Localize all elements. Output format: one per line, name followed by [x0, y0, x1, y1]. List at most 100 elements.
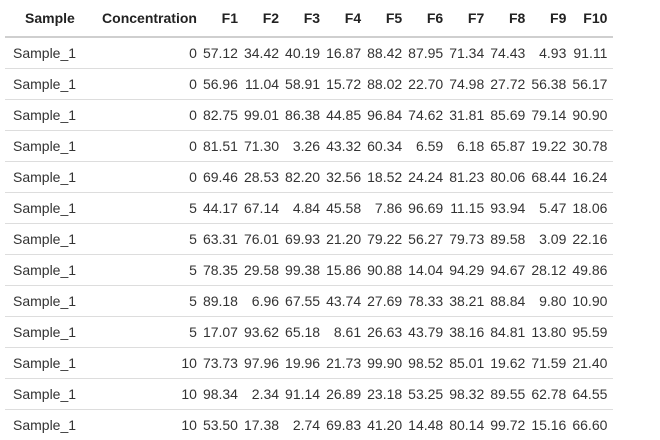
cell-f6: 98.52	[408, 348, 449, 379]
cell-concentration: 5	[102, 224, 203, 255]
cell-sample: Sample_1	[5, 317, 102, 348]
cell-f3: 67.55	[285, 286, 326, 317]
cell-f4: 15.72	[326, 69, 367, 100]
cell-f10: 91.11	[572, 37, 613, 69]
cell-f4: 43.74	[326, 286, 367, 317]
cell-f7: 98.32	[449, 379, 490, 410]
cell-concentration: 0	[102, 37, 203, 69]
cell-f5: 23.18	[367, 379, 408, 410]
cell-concentration: 5	[102, 255, 203, 286]
cell-f10: 16.24	[572, 162, 613, 193]
cell-f8: 89.58	[490, 224, 531, 255]
cell-f3: 65.18	[285, 317, 326, 348]
cell-f6: 78.33	[408, 286, 449, 317]
cell-sample: Sample_1	[5, 255, 102, 286]
cell-f10: 22.16	[572, 224, 613, 255]
cell-f10: 49.86	[572, 255, 613, 286]
cell-f6: 24.24	[408, 162, 449, 193]
cell-f6: 74.62	[408, 100, 449, 131]
cell-f5: 7.86	[367, 193, 408, 224]
cell-f6: 14.48	[408, 410, 449, 440]
cell-f4: 32.56	[326, 162, 367, 193]
cell-f5: 96.84	[367, 100, 408, 131]
cell-f1: 82.75	[203, 100, 244, 131]
cell-f1: 63.31	[203, 224, 244, 255]
cell-sample: Sample_1	[5, 193, 102, 224]
cell-f5: 18.52	[367, 162, 408, 193]
cell-f1: 89.18	[203, 286, 244, 317]
column-header-f3: F3	[285, 0, 326, 37]
cell-f2: 2.34	[244, 379, 285, 410]
cell-f9: 15.16	[531, 410, 572, 440]
cell-f10: 95.59	[572, 317, 613, 348]
column-header-f10: F10	[572, 0, 613, 37]
cell-f8: 74.43	[490, 37, 531, 69]
cell-sample: Sample_1	[5, 69, 102, 100]
cell-f3: 58.91	[285, 69, 326, 100]
cell-sample: Sample_1	[5, 286, 102, 317]
cell-f8: 99.72	[490, 410, 531, 440]
cell-f9: 62.78	[531, 379, 572, 410]
cell-f10: 18.06	[572, 193, 613, 224]
cell-f6: 6.59	[408, 131, 449, 162]
column-header-f5: F5	[367, 0, 408, 37]
cell-f1: 17.07	[203, 317, 244, 348]
cell-f1: 81.51	[203, 131, 244, 162]
cell-f1: 98.34	[203, 379, 244, 410]
cell-f5: 88.02	[367, 69, 408, 100]
cell-f3: 3.26	[285, 131, 326, 162]
cell-f2: 29.58	[244, 255, 285, 286]
cell-concentration: 5	[102, 286, 203, 317]
cell-f3: 86.38	[285, 100, 326, 131]
cell-f1: 57.12	[203, 37, 244, 69]
cell-f2: 6.96	[244, 286, 285, 317]
cell-f4: 16.87	[326, 37, 367, 69]
cell-f4: 15.86	[326, 255, 367, 286]
cell-concentration: 10	[102, 410, 203, 440]
cell-f9: 13.80	[531, 317, 572, 348]
column-header-concentration: Concentration	[102, 0, 203, 37]
cell-f8: 93.94	[490, 193, 531, 224]
cell-f8: 94.67	[490, 255, 531, 286]
cell-f1: 53.50	[203, 410, 244, 440]
cell-concentration: 0	[102, 100, 203, 131]
cell-f7: 38.21	[449, 286, 490, 317]
cell-f3: 99.38	[285, 255, 326, 286]
cell-sample: Sample_1	[5, 37, 102, 69]
cell-f2: 67.14	[244, 193, 285, 224]
cell-concentration: 0	[102, 69, 203, 100]
cell-f1: 56.96	[203, 69, 244, 100]
column-header-f1: F1	[203, 0, 244, 37]
cell-concentration: 5	[102, 193, 203, 224]
cell-concentration: 10	[102, 348, 203, 379]
cell-sample: Sample_1	[5, 224, 102, 255]
column-header-f8: F8	[490, 0, 531, 37]
cell-f6: 87.95	[408, 37, 449, 69]
cell-f3: 19.96	[285, 348, 326, 379]
cell-f8: 27.72	[490, 69, 531, 100]
cell-f3: 4.84	[285, 193, 326, 224]
cell-f2: 11.04	[244, 69, 285, 100]
cell-f2: 76.01	[244, 224, 285, 255]
cell-f2: 97.96	[244, 348, 285, 379]
cell-f5: 88.42	[367, 37, 408, 69]
cell-f4: 21.73	[326, 348, 367, 379]
cell-f5: 27.69	[367, 286, 408, 317]
cell-sample: Sample_1	[5, 100, 102, 131]
cell-f1: 73.73	[203, 348, 244, 379]
cell-f3: 2.74	[285, 410, 326, 440]
cell-f4: 43.32	[326, 131, 367, 162]
cell-f4: 21.20	[326, 224, 367, 255]
cell-f10: 56.17	[572, 69, 613, 100]
cell-f2: 28.53	[244, 162, 285, 193]
column-header-f6: F6	[408, 0, 449, 37]
